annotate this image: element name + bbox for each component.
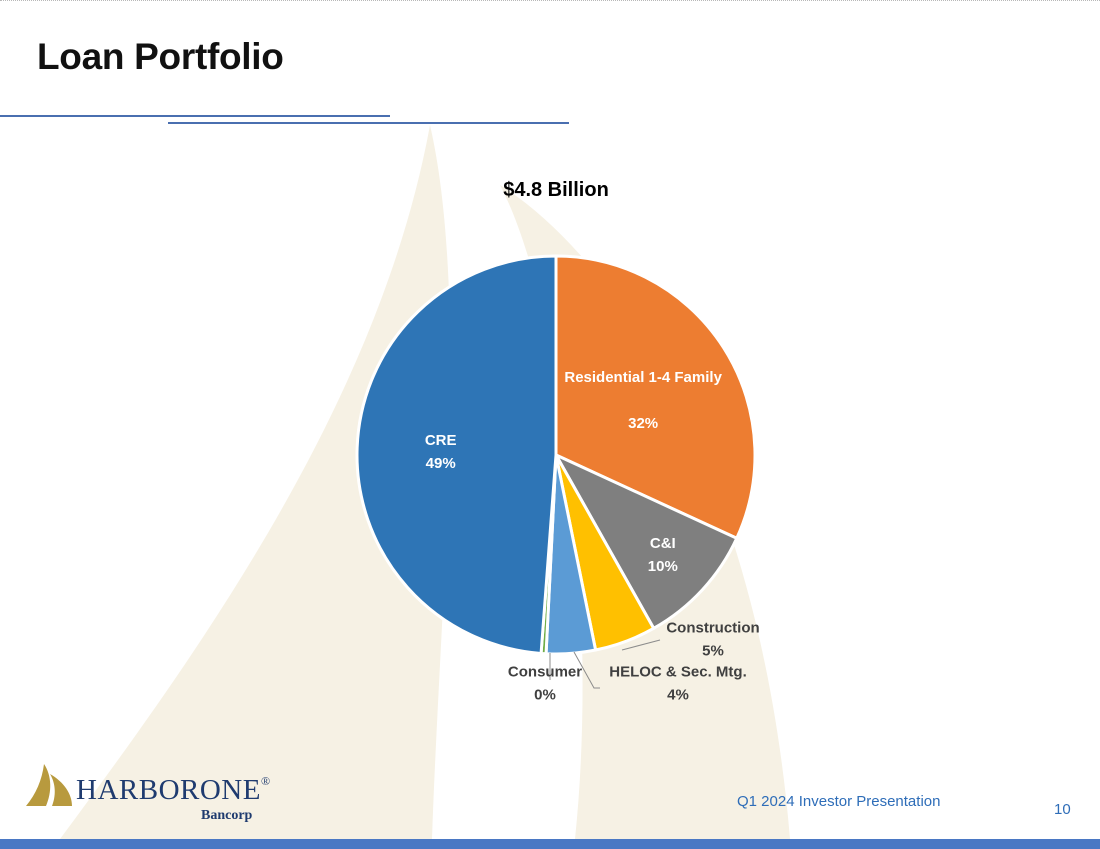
pie-slice-c-i bbox=[554, 453, 739, 630]
slice-label-c-i: C&I 10% bbox=[648, 535, 678, 575]
slice-label-heloc-sec-mtg: HELOC & Sec. Mtg. 4% bbox=[609, 664, 747, 704]
chart-title: $4.8 Billion bbox=[503, 179, 609, 201]
page-number: 10 bbox=[1054, 801, 1071, 818]
title-underline-top bbox=[0, 115, 390, 117]
slice-label-cre: CRE 49% bbox=[425, 432, 457, 472]
logo-subtitle: Bancorp bbox=[201, 808, 253, 823]
logo-registered-mark: ® bbox=[260, 774, 271, 788]
footer-presentation-title: Q1 2024 Investor Presentation bbox=[737, 793, 941, 810]
title-underline-bottom bbox=[168, 122, 569, 124]
top-dotted-border bbox=[0, 0, 1100, 1]
sail-logo-icon bbox=[26, 764, 72, 806]
page-title: Loan Portfolio bbox=[37, 36, 284, 77]
pie-slice-residential-1-4-family bbox=[554, 254, 757, 540]
pie-slice-cre bbox=[355, 254, 558, 655]
harborone-logo: HARBORONE® Bancorp bbox=[26, 760, 286, 830]
slice-label-residential-1-4-family: Residential 1-4 Family 32% bbox=[564, 369, 722, 432]
logo-wordmark: HARBORONE® bbox=[76, 774, 271, 807]
slice-label-consumer: Consumer 0% bbox=[508, 664, 582, 704]
leader-line-construction bbox=[621, 639, 661, 651]
leader-line-heloc-sec-mtg bbox=[573, 651, 600, 689]
logo-name: HARBORONE bbox=[76, 774, 261, 806]
bottom-accent-bar bbox=[0, 839, 1100, 849]
slice-label-construction: Construction 5% bbox=[666, 620, 759, 660]
